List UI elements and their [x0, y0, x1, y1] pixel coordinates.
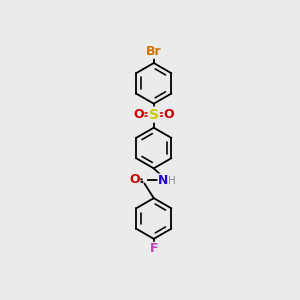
Text: O: O	[130, 173, 140, 186]
Text: F: F	[149, 242, 158, 255]
Text: S: S	[149, 107, 159, 122]
Text: Br: Br	[146, 45, 162, 58]
Text: O: O	[164, 108, 174, 121]
Text: O: O	[134, 108, 144, 121]
Text: H: H	[168, 176, 176, 186]
Text: N: N	[158, 174, 168, 187]
